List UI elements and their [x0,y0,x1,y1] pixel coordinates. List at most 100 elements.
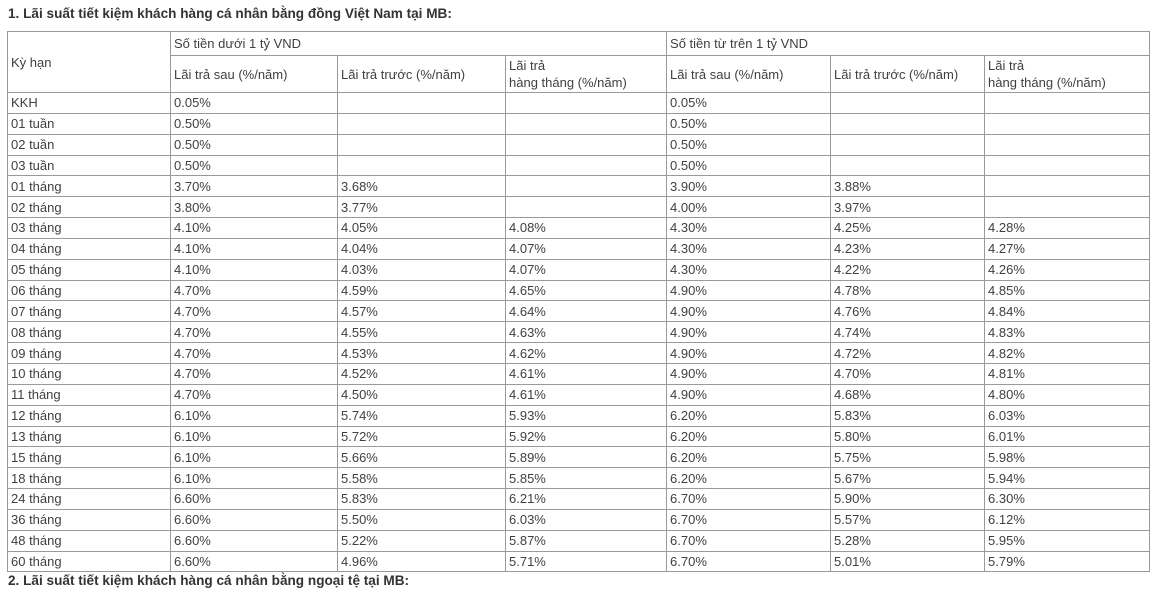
sub-header-row: Lãi trả sau (%/năm) Lãi trả trước (%/năm… [8,55,1151,93]
rate-cell: 0.05% [666,92,832,114]
rate-cell: 4.61% [504,362,668,385]
rate-cell: 4.76% [830,300,986,323]
rate-cell: 6.03% [504,508,668,531]
term-cell: 15 tháng [7,446,171,469]
subheader-monthly-under-1b: Lãi trả hàng tháng (%/năm) [504,55,668,93]
rate-cell: 4.23% [830,237,986,260]
term-cell: 02 tháng [7,196,171,219]
rate-cell: 3.97% [830,196,986,219]
rate-cell [504,92,668,114]
rate-cell: 5.50% [337,508,506,531]
rate-cell: 4.90% [666,300,832,323]
rate-cell: 4.59% [337,279,506,302]
table-row: KKH 0.05% 0.05% [7,92,1151,114]
rate-cell: 4.62% [504,342,668,364]
rate-cell: 5.93% [504,404,668,427]
interest-rate-table: Kỳ hạn Số tiền dưới 1 tỷ VND Số tiền từ … [7,31,1151,573]
rate-cell: 5.79% [984,550,1151,573]
term-cell: 10 tháng [7,362,171,385]
rate-cell: 4.26% [984,258,1151,281]
table-row: 60 tháng 6.60% 4.96% 5.71% 6.70% 5.01% 5.79% [7,550,1151,573]
term-cell: 11 tháng [7,383,171,406]
rate-table-body: KKH 0.05% 0.05% 01 tuần 0.50% 0.50% 02 tuần 0.5… [7,92,1151,573]
rate-cell: 4.05% [337,217,506,239]
rate-cell: 5.67% [830,467,986,490]
rate-cell: 5.98% [984,446,1151,469]
table-row: 01 tuần 0.50% 0.50% [7,112,1151,135]
rate-cell: 6.30% [984,488,1151,510]
rate-cell: 6.70% [666,529,832,552]
rate-cell: 5.95% [984,529,1151,552]
rate-cell: 4.10% [170,217,338,239]
rate-cell [504,112,668,135]
rate-cell: 4.70% [170,300,338,323]
table-row: 10 tháng 4.70% 4.52% 4.61% 4.90% 4.70% 4.81% [7,362,1151,385]
term-cell: 24 tháng [7,488,171,510]
term-cell: 05 tháng [7,258,171,281]
rate-cell: 4.70% [170,362,338,385]
table-row: 24 tháng 6.60% 5.83% 6.21% 6.70% 5.90% 6.30% [7,488,1151,510]
rate-cell: 5.92% [504,425,668,448]
table-row: 15 tháng 6.10% 5.66% 5.89% 6.20% 5.75% 5.98% [7,446,1151,469]
rate-cell: 6.20% [666,425,832,448]
term-cell: 08 tháng [7,321,171,344]
rate-cell: 5.28% [830,529,986,552]
rate-cell: 4.03% [337,258,506,281]
rate-cell: 3.88% [830,175,986,198]
rate-cell: 0.50% [666,154,832,177]
rate-cell: 6.70% [666,550,832,573]
rate-cell [337,112,506,135]
table-row: 36 tháng 6.60% 5.50% 6.03% 6.70% 5.57% 6.12% [7,508,1151,531]
rate-cell: 6.60% [170,550,338,573]
rate-cell [504,133,668,156]
group-header-row: Kỳ hạn Số tiền dưới 1 tỷ VND Số tiền từ … [7,31,1151,93]
rate-cell: 6.10% [170,446,338,469]
rate-cell: 3.80% [170,196,338,219]
rate-cell: 4.90% [666,279,832,302]
rate-cell: 6.03% [984,404,1151,427]
table-row: 08 tháng 4.70% 4.55% 4.63% 4.90% 4.74% 4.83% [7,321,1151,344]
rate-cell: 4.63% [504,321,668,344]
rate-cell: 4.96% [337,550,506,573]
rate-cell: 4.83% [984,321,1151,344]
rate-cell: 6.60% [170,529,338,552]
term-cell: 01 tuần [7,112,171,135]
subheader-pay-after-over-1b: Lãi trả sau (%/năm) [666,55,832,93]
rate-cell: 4.85% [984,279,1151,302]
rate-cell [830,92,986,114]
rate-cell: 6.20% [666,404,832,427]
rate-cell: 5.85% [504,467,668,490]
rate-cell: 4.82% [984,342,1151,364]
rate-cell [984,133,1151,156]
rate-cell [984,92,1151,114]
rate-cell [984,154,1151,177]
rate-cell: 4.22% [830,258,986,281]
rate-cell: 6.01% [984,425,1151,448]
term-column-header: Kỳ hạn [7,31,171,93]
rate-cell: 5.74% [337,404,506,427]
rate-cell: 4.64% [504,300,668,323]
rate-cell: 6.20% [666,467,832,490]
term-cell: 13 tháng [7,425,171,448]
rate-cell [504,196,668,219]
rate-cell: 4.90% [666,383,832,406]
rate-cell: 4.90% [666,321,832,344]
rate-cell: 5.71% [504,550,668,573]
term-cell: 60 tháng [7,550,171,573]
rate-cell: 4.28% [984,217,1151,239]
rate-cell: 3.68% [337,175,506,198]
subheader-monthly-line2: hàng tháng (%/năm) [988,75,1106,90]
table-row: 01 tháng 3.70% 3.68% 3.90% 3.88% [7,175,1151,198]
term-cell: 03 tuần [7,154,171,177]
rate-cell: 4.25% [830,217,986,239]
rate-cell: 4.04% [337,237,506,260]
term-cell: 09 tháng [7,342,171,364]
term-cell: 02 tuần [7,133,171,156]
rate-cell: 5.72% [337,425,506,448]
table-row: 11 tháng 4.70% 4.50% 4.61% 4.90% 4.68% 4.80% [7,383,1151,406]
rate-cell: 6.60% [170,488,338,510]
rate-cell: 6.70% [666,508,832,531]
table-row: 13 tháng 6.10% 5.72% 5.92% 6.20% 5.80% 6.01% [7,425,1151,448]
term-cell: 01 tháng [7,175,171,198]
rate-cell: 4.30% [666,258,832,281]
